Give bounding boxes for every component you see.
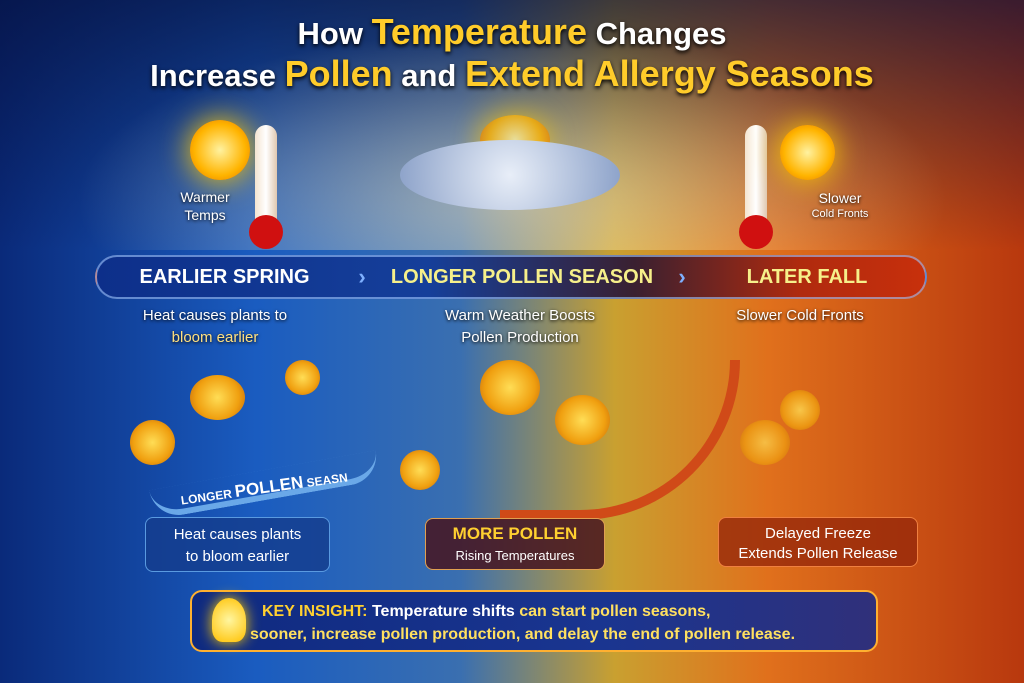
thermometer-icon: [739, 125, 773, 249]
season-banner: EARLIER SPRING › LONGER POLLEN SEASON › …: [95, 255, 927, 299]
slower-cold-fronts-label: Slower Cold Fronts: [811, 190, 869, 220]
flower-illustration: [740, 420, 790, 465]
caption-longer-season: Warm Weather Boosts Pollen Production: [444, 307, 596, 346]
flower-illustration: [285, 360, 320, 395]
box-earlier-bloom: Heat causes plants to bloom earlier: [145, 517, 330, 572]
box-more-pollen: MORE POLLEN Rising Temperatures: [425, 518, 605, 570]
stage-earlier-spring: EARLIER SPRING: [139, 265, 310, 288]
thermometer-icon: [249, 125, 283, 249]
chevron-right-icon: ›: [678, 264, 686, 289]
stage-longer-pollen-season: LONGER POLLEN SEASON: [390, 265, 654, 288]
flower-illustration: [780, 390, 820, 430]
sun-icon: [780, 125, 835, 180]
box-delayed-freeze: Delayed Freeze Extends Pollen Release: [718, 517, 918, 567]
stage-later-fall: LATER FALL: [746, 265, 868, 288]
caption-earlier-spring: Heat causes plants to bloom earlier: [142, 307, 288, 346]
rising-arrow: [500, 360, 740, 520]
flower-illustration: [400, 450, 440, 490]
warmer-temps-label: Warmer Temps: [180, 189, 230, 223]
storm-cloud-icon: [400, 140, 620, 210]
page-title: How Temperature Changes Increase Pollen …: [150, 11, 874, 94]
lightbulb-icon: [212, 598, 246, 642]
caption-later-fall: Slower Cold Fronts: [736, 307, 864, 324]
flower-illustration: [130, 420, 175, 465]
chevron-right-icon: ›: [358, 264, 366, 289]
key-insight-panel: KEY INSIGHT: Temperature shifts can star…: [190, 590, 878, 652]
sun-icon: [190, 120, 250, 180]
flower-illustration: [190, 375, 245, 420]
